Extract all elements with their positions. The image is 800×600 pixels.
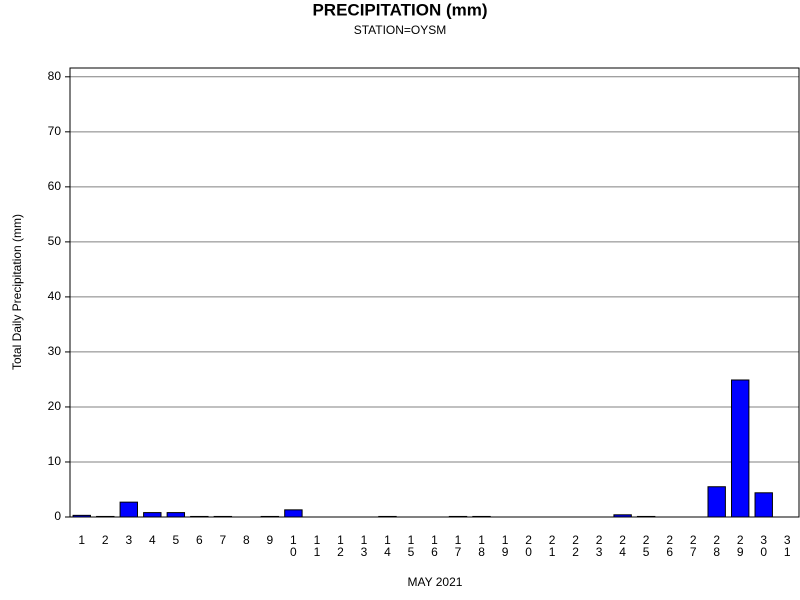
y-tick-label: 50 bbox=[48, 234, 62, 248]
chart-title: PRECIPITATION (mm) bbox=[312, 0, 487, 19]
y-tick-label: 40 bbox=[48, 289, 62, 303]
x-tick-label: 1 bbox=[78, 533, 85, 547]
x-tick-label: 7 bbox=[220, 533, 227, 547]
y-tick-label: 30 bbox=[48, 344, 62, 358]
bar bbox=[72, 514, 91, 518]
bar bbox=[636, 515, 656, 518]
bar bbox=[119, 501, 138, 518]
chart-subtitle: STATION=OYSM bbox=[354, 23, 447, 37]
y-tick-label: 80 bbox=[48, 69, 62, 83]
x-tick-label: 3 bbox=[125, 533, 132, 547]
bar bbox=[613, 514, 632, 518]
bar bbox=[166, 512, 186, 518]
bar bbox=[448, 515, 468, 518]
bar bbox=[284, 509, 303, 518]
y-tick-label: 60 bbox=[48, 179, 62, 193]
bar bbox=[731, 379, 750, 518]
bar bbox=[378, 515, 397, 518]
bar bbox=[707, 486, 726, 518]
y-tick-label: 70 bbox=[48, 124, 62, 138]
x-tick-label: 5 bbox=[172, 533, 179, 547]
y-tick-label: 0 bbox=[54, 509, 61, 523]
x-tick-label: 8 bbox=[243, 533, 250, 547]
plot-frame bbox=[69, 67, 800, 518]
bar bbox=[143, 512, 162, 518]
x-tick-label: 4 bbox=[149, 533, 156, 547]
y-axis-label: Total Daily Precipitation (mm) bbox=[10, 214, 24, 370]
bar bbox=[472, 515, 491, 518]
y-tick-label: 20 bbox=[48, 399, 62, 413]
x-axis-label: MAY 2021 bbox=[408, 575, 463, 589]
bar bbox=[213, 515, 233, 518]
y-tick-label: 10 bbox=[48, 454, 62, 468]
x-tick-label: 9 bbox=[267, 533, 274, 547]
bar bbox=[96, 515, 115, 518]
x-tick-label: 2 bbox=[102, 533, 109, 547]
x-tick-label: 6 bbox=[196, 533, 203, 547]
bar bbox=[754, 492, 773, 518]
bar bbox=[260, 515, 280, 518]
bar bbox=[190, 515, 209, 518]
